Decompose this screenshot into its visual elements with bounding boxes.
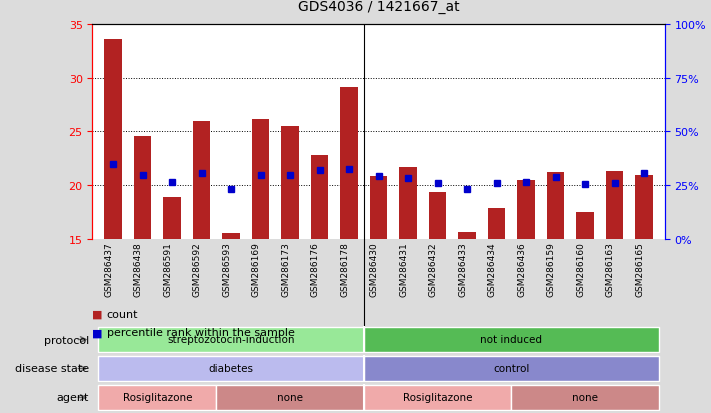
Text: GSM286593: GSM286593: [222, 242, 231, 296]
Bar: [282, 127, 299, 240]
Bar: [518, 180, 535, 240]
Text: GSM286160: GSM286160: [576, 242, 585, 296]
Bar: [105, 40, 122, 240]
Text: agent: agent: [56, 392, 89, 403]
Text: ■: ■: [92, 309, 103, 319]
Bar: [252, 119, 269, 240]
Text: GSM286173: GSM286173: [281, 242, 290, 296]
FancyBboxPatch shape: [98, 356, 364, 381]
Text: percentile rank within the sample: percentile rank within the sample: [107, 328, 294, 337]
Bar: [400, 168, 417, 240]
Text: GSM286591: GSM286591: [163, 242, 172, 296]
FancyBboxPatch shape: [216, 385, 364, 410]
Bar: [577, 213, 594, 240]
Text: GSM286436: GSM286436: [517, 242, 526, 296]
Bar: [459, 232, 476, 240]
Text: disease state: disease state: [15, 363, 89, 374]
Bar: [429, 192, 447, 240]
Bar: [311, 156, 328, 240]
FancyBboxPatch shape: [98, 385, 216, 410]
Bar: [223, 233, 240, 240]
Text: GSM286430: GSM286430: [370, 242, 379, 296]
Text: GSM286437: GSM286437: [104, 242, 113, 296]
FancyBboxPatch shape: [511, 385, 659, 410]
Bar: [370, 176, 387, 240]
Bar: [134, 136, 151, 240]
Bar: [606, 172, 624, 240]
Text: GSM286176: GSM286176: [311, 242, 320, 296]
Text: GSM286434: GSM286434: [488, 242, 496, 296]
Text: GSM286433: GSM286433: [458, 242, 467, 296]
Bar: [636, 175, 653, 240]
Text: ■: ■: [92, 328, 103, 337]
Text: control: control: [493, 363, 530, 373]
Text: none: none: [277, 392, 303, 402]
Text: GSM286163: GSM286163: [606, 242, 614, 296]
Bar: [547, 173, 565, 240]
Bar: [193, 121, 210, 240]
FancyBboxPatch shape: [364, 356, 659, 381]
FancyBboxPatch shape: [98, 328, 364, 352]
Bar: [164, 198, 181, 240]
Text: not induced: not induced: [481, 334, 542, 344]
Bar: [341, 88, 358, 240]
Text: Rosiglitazone: Rosiglitazone: [403, 392, 472, 402]
FancyBboxPatch shape: [364, 328, 659, 352]
Text: Rosiglitazone: Rosiglitazone: [122, 392, 192, 402]
Text: GSM286592: GSM286592: [193, 242, 202, 296]
Text: GSM286438: GSM286438: [134, 242, 143, 296]
Text: GDS4036 / 1421667_at: GDS4036 / 1421667_at: [298, 0, 459, 14]
Text: GSM286431: GSM286431: [399, 242, 408, 296]
Text: none: none: [572, 392, 598, 402]
FancyBboxPatch shape: [364, 385, 511, 410]
Text: GSM286169: GSM286169: [252, 242, 261, 296]
Text: GSM286432: GSM286432: [429, 242, 437, 296]
Text: GSM286165: GSM286165: [635, 242, 644, 296]
Text: protocol: protocol: [43, 335, 89, 345]
Text: count: count: [107, 309, 138, 319]
Bar: [488, 209, 506, 240]
Text: diabetes: diabetes: [208, 363, 254, 373]
Text: GSM286159: GSM286159: [547, 242, 555, 296]
Text: streptozotocin-induction: streptozotocin-induction: [167, 334, 295, 344]
Text: GSM286178: GSM286178: [340, 242, 349, 296]
